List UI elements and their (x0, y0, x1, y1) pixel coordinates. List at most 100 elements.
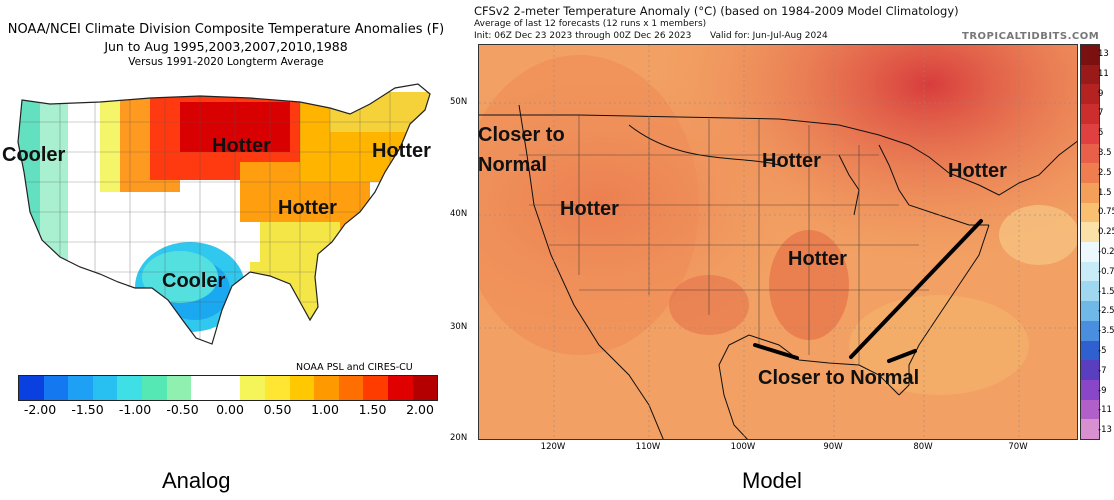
colorbar-swatch (363, 376, 388, 400)
legend-label: 2.5 (1098, 167, 1112, 178)
analog-baseline: Versus 1991-2020 Longterm Average (128, 56, 324, 68)
analog-credit: NOAA PSL and CIRES-CU (296, 362, 413, 373)
legend-label: 7 (1098, 108, 1104, 119)
legend-swatch (1081, 104, 1099, 124)
annotation-closer-west: Closer to Normal (478, 124, 565, 176)
lon-label-120w: 120W (540, 442, 566, 452)
annotation-hotter-northeast: Hotter (372, 140, 431, 162)
analog-colorbar-ticks: -2.00 -1.50 -1.00 -0.50 0.00 0.50 1.00 1.50 2.00 (0, 402, 452, 420)
model-brand: TROPICALTIDBITS.COM (962, 31, 1100, 42)
legend-label: 0.25 (1098, 227, 1114, 238)
lon-label-100w: 100W (730, 442, 756, 452)
annotation-hotter-west: Hotter (560, 198, 619, 220)
legend-swatch (1081, 379, 1099, 400)
analog-title: NOAA/NCEI Climate Division Composite Tem… (7, 22, 445, 37)
colorbar-swatch (19, 376, 44, 400)
legend-swatch (1081, 45, 1099, 65)
analog-period: Jun to Aug 1995,2003,2007,2010,1988 (104, 39, 348, 54)
colorbar-swatch (289, 376, 315, 400)
annotation-hotter-south: Hotter (788, 248, 847, 270)
colorbar-tick-label: 1.00 (311, 402, 339, 417)
analog-caption: Analog (162, 468, 231, 493)
model-panel: CFSv2 2-meter Temperature Anomaly (°C) (… (450, 0, 1114, 500)
colorbar-swatch (141, 376, 167, 400)
colorbar-tick-label: -1.00 (118, 402, 152, 417)
legend-label: -9 (1098, 385, 1107, 396)
legend-label: 11 (1098, 68, 1109, 79)
colorbar-swatch (412, 376, 438, 400)
legend-swatch (1081, 399, 1099, 420)
legend-swatch (1081, 163, 1099, 183)
model-map-graphic (479, 45, 1077, 439)
legend-swatch (1081, 84, 1099, 105)
legend-swatch (1081, 320, 1099, 341)
colorbar-swatch (314, 376, 339, 400)
annotation-closer-south: Closer to Normal (758, 367, 920, 389)
colorbar-swatch (387, 376, 413, 400)
analog-colorbar (18, 375, 438, 401)
legend-label: -0.25 (1098, 246, 1114, 257)
legend-label: 13 (1098, 48, 1109, 59)
colorbar-tick-label: -1.50 (71, 402, 104, 417)
model-title: CFSv2 2-meter Temperature Anomaly (°C) (… (474, 4, 959, 18)
annotation-cooler-west: Cooler (2, 144, 66, 166)
legend-label: -11 (1098, 405, 1112, 416)
legend-swatch (1081, 419, 1099, 440)
lon-label-90w: 90W (823, 442, 843, 452)
model-caption: Model (742, 468, 802, 493)
legend-swatch (1081, 64, 1099, 85)
legend-label: -3.5 (1098, 326, 1114, 337)
legend-label: -13 (1098, 425, 1112, 436)
lat-label-20n: 20N (450, 433, 468, 443)
legend-label: 0.75 (1098, 207, 1114, 218)
colorbar-swatch (338, 376, 364, 400)
legend-swatch (1081, 301, 1099, 321)
legend-label: -1.5 (1098, 286, 1114, 297)
lon-label-70w: 70W (1008, 442, 1028, 452)
colorbar-tick-label: 1.50 (358, 402, 387, 417)
annotation-hotter-north: Hotter (762, 150, 821, 172)
legend-label: -5 (1098, 345, 1107, 356)
colorbar-swatch (264, 376, 290, 400)
colorbar-tick-label: -0.50 (166, 402, 199, 417)
legend-swatch (1081, 182, 1099, 203)
colorbar-swatch (166, 376, 192, 400)
model-valid: Valid for: Jun-Jul-Aug 2024 (710, 31, 828, 41)
legend-swatch (1081, 123, 1099, 144)
colorbar-tick-label: 0.50 (263, 402, 292, 417)
annotation-hotter-east: Hotter (278, 197, 337, 219)
model-init: Init: 06Z Dec 23 2023 through 00Z Dec 26… (474, 31, 692, 41)
annotation-cooler-texas: Cooler (162, 270, 226, 292)
annotation-hotter-north: Hotter (212, 135, 271, 157)
legend-label: 1.5 (1098, 187, 1112, 198)
colorbar-swatch (191, 376, 216, 400)
lon-label-80w: 80W (913, 442, 933, 452)
colorbar-swatch (117, 376, 142, 400)
legend-swatch (1081, 340, 1099, 361)
colorbar-swatch (240, 376, 265, 400)
lon-label-110w: 110W (635, 442, 661, 452)
colorbar-swatch (68, 376, 93, 400)
legend-swatch (1081, 242, 1099, 262)
legend-swatch (1081, 281, 1099, 302)
legend-label: -2.5 (1098, 306, 1114, 317)
legend-swatch (1081, 143, 1099, 164)
lat-label-30n: 30N (450, 322, 468, 332)
model-map (478, 44, 1078, 440)
colorbar-tick-label: 0.00 (216, 402, 244, 417)
colorbar-tick-label: 2.00 (406, 402, 434, 417)
legend-swatch (1081, 202, 1099, 223)
legend-label: -7 (1098, 365, 1107, 376)
legend-swatch (1081, 222, 1099, 243)
analog-map (17, 83, 431, 345)
legend-swatch (1081, 360, 1099, 380)
colorbar-swatch (92, 376, 118, 400)
legend-label: 9 (1098, 88, 1104, 99)
legend-swatch (1081, 261, 1099, 282)
model-colorbar (1080, 44, 1100, 440)
colorbar-swatch (43, 376, 69, 400)
legend-label: -0.75 (1098, 266, 1114, 277)
annotation-hotter-northeast: Hotter (948, 160, 1007, 182)
lat-label-50n: 50N (450, 97, 468, 107)
colorbar-swatch (215, 376, 241, 400)
